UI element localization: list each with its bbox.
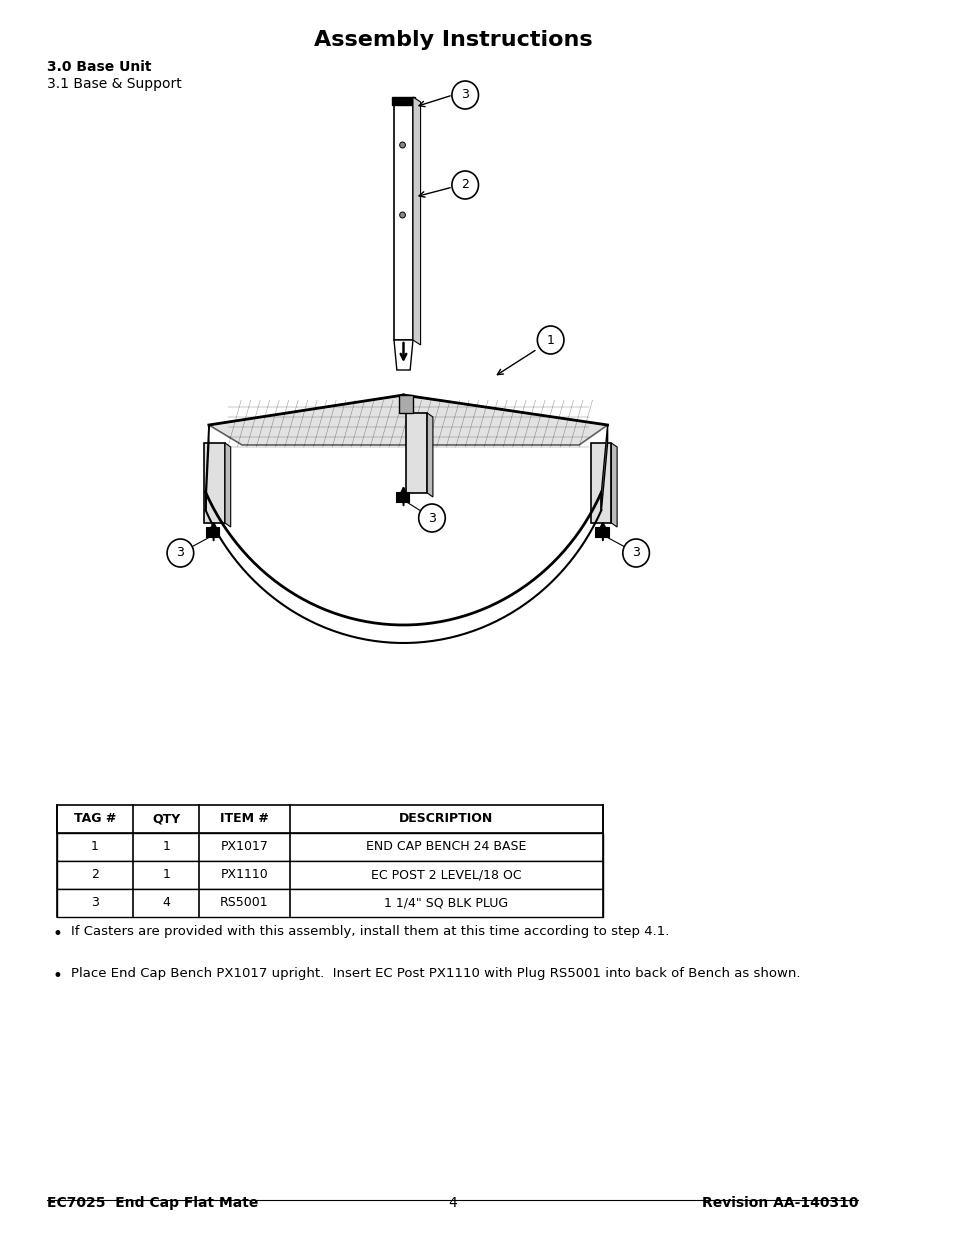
- FancyBboxPatch shape: [395, 492, 409, 501]
- Text: END CAP BENCH 24 BASE: END CAP BENCH 24 BASE: [366, 841, 526, 853]
- Text: 4: 4: [448, 1195, 456, 1210]
- Text: 3: 3: [632, 547, 639, 559]
- FancyBboxPatch shape: [392, 98, 415, 105]
- Text: ITEM #: ITEM #: [220, 813, 269, 825]
- Polygon shape: [209, 395, 607, 445]
- FancyBboxPatch shape: [590, 443, 611, 522]
- Circle shape: [452, 82, 478, 109]
- Text: If Casters are provided with this assembly, install them at this time according : If Casters are provided with this assemb…: [71, 925, 669, 939]
- Text: QTY: QTY: [152, 813, 180, 825]
- Circle shape: [399, 212, 405, 219]
- FancyBboxPatch shape: [406, 412, 427, 493]
- Text: PX1110: PX1110: [220, 868, 268, 882]
- Text: 3.0 Base Unit: 3.0 Base Unit: [48, 61, 152, 74]
- Text: 2: 2: [91, 868, 99, 882]
- Text: 1: 1: [546, 333, 554, 347]
- Text: 3: 3: [461, 89, 469, 101]
- Text: EC POST 2 LEVEL/18 OC: EC POST 2 LEVEL/18 OC: [371, 868, 521, 882]
- Polygon shape: [611, 443, 617, 527]
- Circle shape: [167, 538, 193, 567]
- Text: 3: 3: [91, 897, 99, 909]
- Text: RS5001: RS5001: [220, 897, 269, 909]
- FancyBboxPatch shape: [57, 889, 602, 918]
- Text: Assembly Instructions: Assembly Instructions: [314, 30, 592, 49]
- Text: DESCRIPTION: DESCRIPTION: [398, 813, 493, 825]
- Polygon shape: [225, 443, 231, 527]
- FancyBboxPatch shape: [57, 805, 602, 832]
- Polygon shape: [398, 395, 413, 412]
- FancyBboxPatch shape: [57, 861, 602, 889]
- Text: 2: 2: [461, 179, 469, 191]
- Polygon shape: [394, 340, 413, 370]
- Text: 1: 1: [162, 868, 170, 882]
- FancyBboxPatch shape: [206, 527, 219, 537]
- Text: 1 1/4" SQ BLK PLUG: 1 1/4" SQ BLK PLUG: [384, 897, 508, 909]
- FancyBboxPatch shape: [394, 105, 413, 340]
- Polygon shape: [600, 425, 607, 510]
- Text: 1: 1: [91, 841, 99, 853]
- Text: 4: 4: [162, 897, 170, 909]
- Polygon shape: [413, 98, 420, 345]
- Text: 3.1 Base & Support: 3.1 Base & Support: [48, 77, 182, 91]
- Text: 1: 1: [162, 841, 170, 853]
- FancyBboxPatch shape: [204, 443, 225, 522]
- FancyBboxPatch shape: [57, 832, 602, 861]
- Text: EC7025  End Cap Flat Mate: EC7025 End Cap Flat Mate: [48, 1195, 258, 1210]
- Text: 3: 3: [428, 511, 436, 525]
- Text: Place End Cap Bench PX1017 upright.  Insert EC Post PX1110 with Plug RS5001 into: Place End Cap Bench PX1017 upright. Inse…: [71, 967, 800, 981]
- Circle shape: [452, 170, 478, 199]
- Circle shape: [399, 142, 405, 148]
- Circle shape: [537, 326, 563, 354]
- Text: TAG #: TAG #: [73, 813, 116, 825]
- Text: Revision AA-140310: Revision AA-140310: [701, 1195, 858, 1210]
- Circle shape: [622, 538, 649, 567]
- FancyBboxPatch shape: [595, 527, 608, 537]
- Polygon shape: [206, 425, 209, 510]
- Text: •: •: [52, 925, 62, 944]
- Polygon shape: [427, 412, 433, 496]
- Text: •: •: [52, 967, 62, 986]
- Text: PX1017: PX1017: [220, 841, 268, 853]
- Circle shape: [418, 504, 445, 532]
- Text: 3: 3: [176, 547, 184, 559]
